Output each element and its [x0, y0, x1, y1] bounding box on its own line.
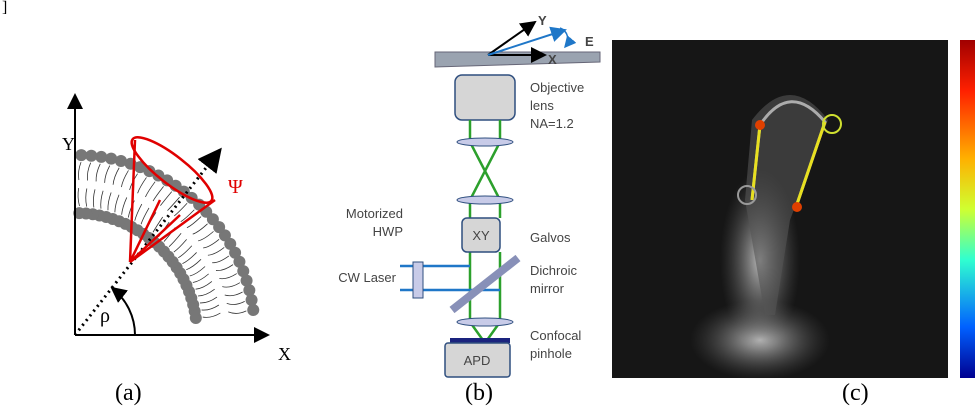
- objective-label: lens: [530, 98, 554, 113]
- lipid-tail: [228, 311, 246, 314]
- lipid-tail: [160, 192, 171, 206]
- hwp-label: HWP: [373, 224, 403, 239]
- field-label: E: [585, 34, 594, 49]
- detector-label: APD: [464, 353, 491, 368]
- lipid-tail: [186, 259, 201, 269]
- lipid-tail: [193, 224, 208, 234]
- lipid-tail: [208, 247, 224, 255]
- caption: (a): [115, 380, 142, 406]
- stage-x-label: X: [548, 52, 557, 67]
- lipid-tail: [216, 265, 233, 271]
- figure: ] Y X Ψ ρ (a) Y X E XY APD Galvos CW Las…: [0, 0, 975, 409]
- lipid-tail: [153, 186, 164, 201]
- lipid-tail: [86, 188, 87, 206]
- lipid-tail: [225, 292, 243, 296]
- objective-label: Objective: [530, 80, 584, 95]
- colorbar: [960, 40, 975, 378]
- lipid-tail: [141, 208, 149, 224]
- lipid-tail: [222, 283, 240, 287]
- lipid-tail: [178, 246, 192, 258]
- scanner-label: XY: [472, 228, 490, 243]
- x-axis-label: X: [278, 344, 291, 364]
- lipid-tail: [174, 239, 187, 252]
- y-axis-label: Y: [62, 134, 75, 154]
- lipid-tail: [196, 281, 212, 289]
- lipid-tail: [202, 305, 219, 310]
- lipid-tail: [105, 166, 110, 183]
- lipid-tail: [135, 204, 142, 221]
- rho-label: ρ: [100, 305, 110, 327]
- laser-label: CW Laser: [338, 270, 396, 285]
- lipid-tail: [200, 297, 217, 303]
- lipid-tail: [108, 193, 111, 211]
- psi-label: Ψ: [228, 176, 243, 198]
- lipid-tail: [93, 189, 95, 207]
- lipid-tail: [96, 164, 100, 182]
- pinhole-label: Confocal: [530, 328, 581, 343]
- hwp: [413, 262, 423, 298]
- lipid-tail: [145, 182, 155, 197]
- fragment: ]: [2, 0, 7, 16]
- lipid-tail: [138, 177, 147, 193]
- dichroic-label: mirror: [530, 281, 565, 296]
- cone: [124, 128, 220, 262]
- lipid-tail: [78, 188, 79, 206]
- lipid-tail: [203, 239, 219, 248]
- pinhole-label: pinhole: [530, 346, 572, 361]
- lipid-tail: [121, 170, 128, 187]
- stage-y-label: Y: [538, 13, 547, 28]
- lipid-tail: [169, 233, 181, 246]
- dichroic-label: Dichroic: [530, 263, 577, 278]
- galvos-label: Galvos: [530, 230, 571, 245]
- lipid-tail: [174, 203, 187, 216]
- lipid-tail: [198, 231, 213, 241]
- lipid-tail: [219, 274, 236, 279]
- lipid-tail: [227, 301, 245, 304]
- lipid-tail: [87, 163, 90, 181]
- lipid-tail: [203, 313, 221, 317]
- lipid-tail: [190, 267, 205, 277]
- objective-lens: [455, 75, 515, 120]
- lipid-head: [75, 149, 87, 161]
- lipid-tail: [115, 195, 119, 213]
- stage-y-axis: [488, 22, 535, 55]
- hwp-label: Motorized: [346, 206, 403, 221]
- lipid-tail: [212, 256, 229, 263]
- lipid-tail: [101, 191, 103, 209]
- lipid-tail: [198, 289, 215, 296]
- lipid-tail: [193, 274, 209, 283]
- lipid-tail: [113, 168, 119, 185]
- lipid-tail: [122, 197, 127, 214]
- page: ] Y X Ψ ρ (a) Y X E XY APD Galvos CW Las…: [0, 0, 975, 409]
- lipid-tail: [78, 162, 81, 180]
- rho-arc: [112, 288, 135, 335]
- lipid-tail: [167, 197, 179, 210]
- caption: (b): [465, 380, 493, 406]
- objective-label: NA=1.2: [530, 116, 574, 131]
- lipid-tail: [182, 252, 196, 263]
- caption: (c): [842, 380, 869, 406]
